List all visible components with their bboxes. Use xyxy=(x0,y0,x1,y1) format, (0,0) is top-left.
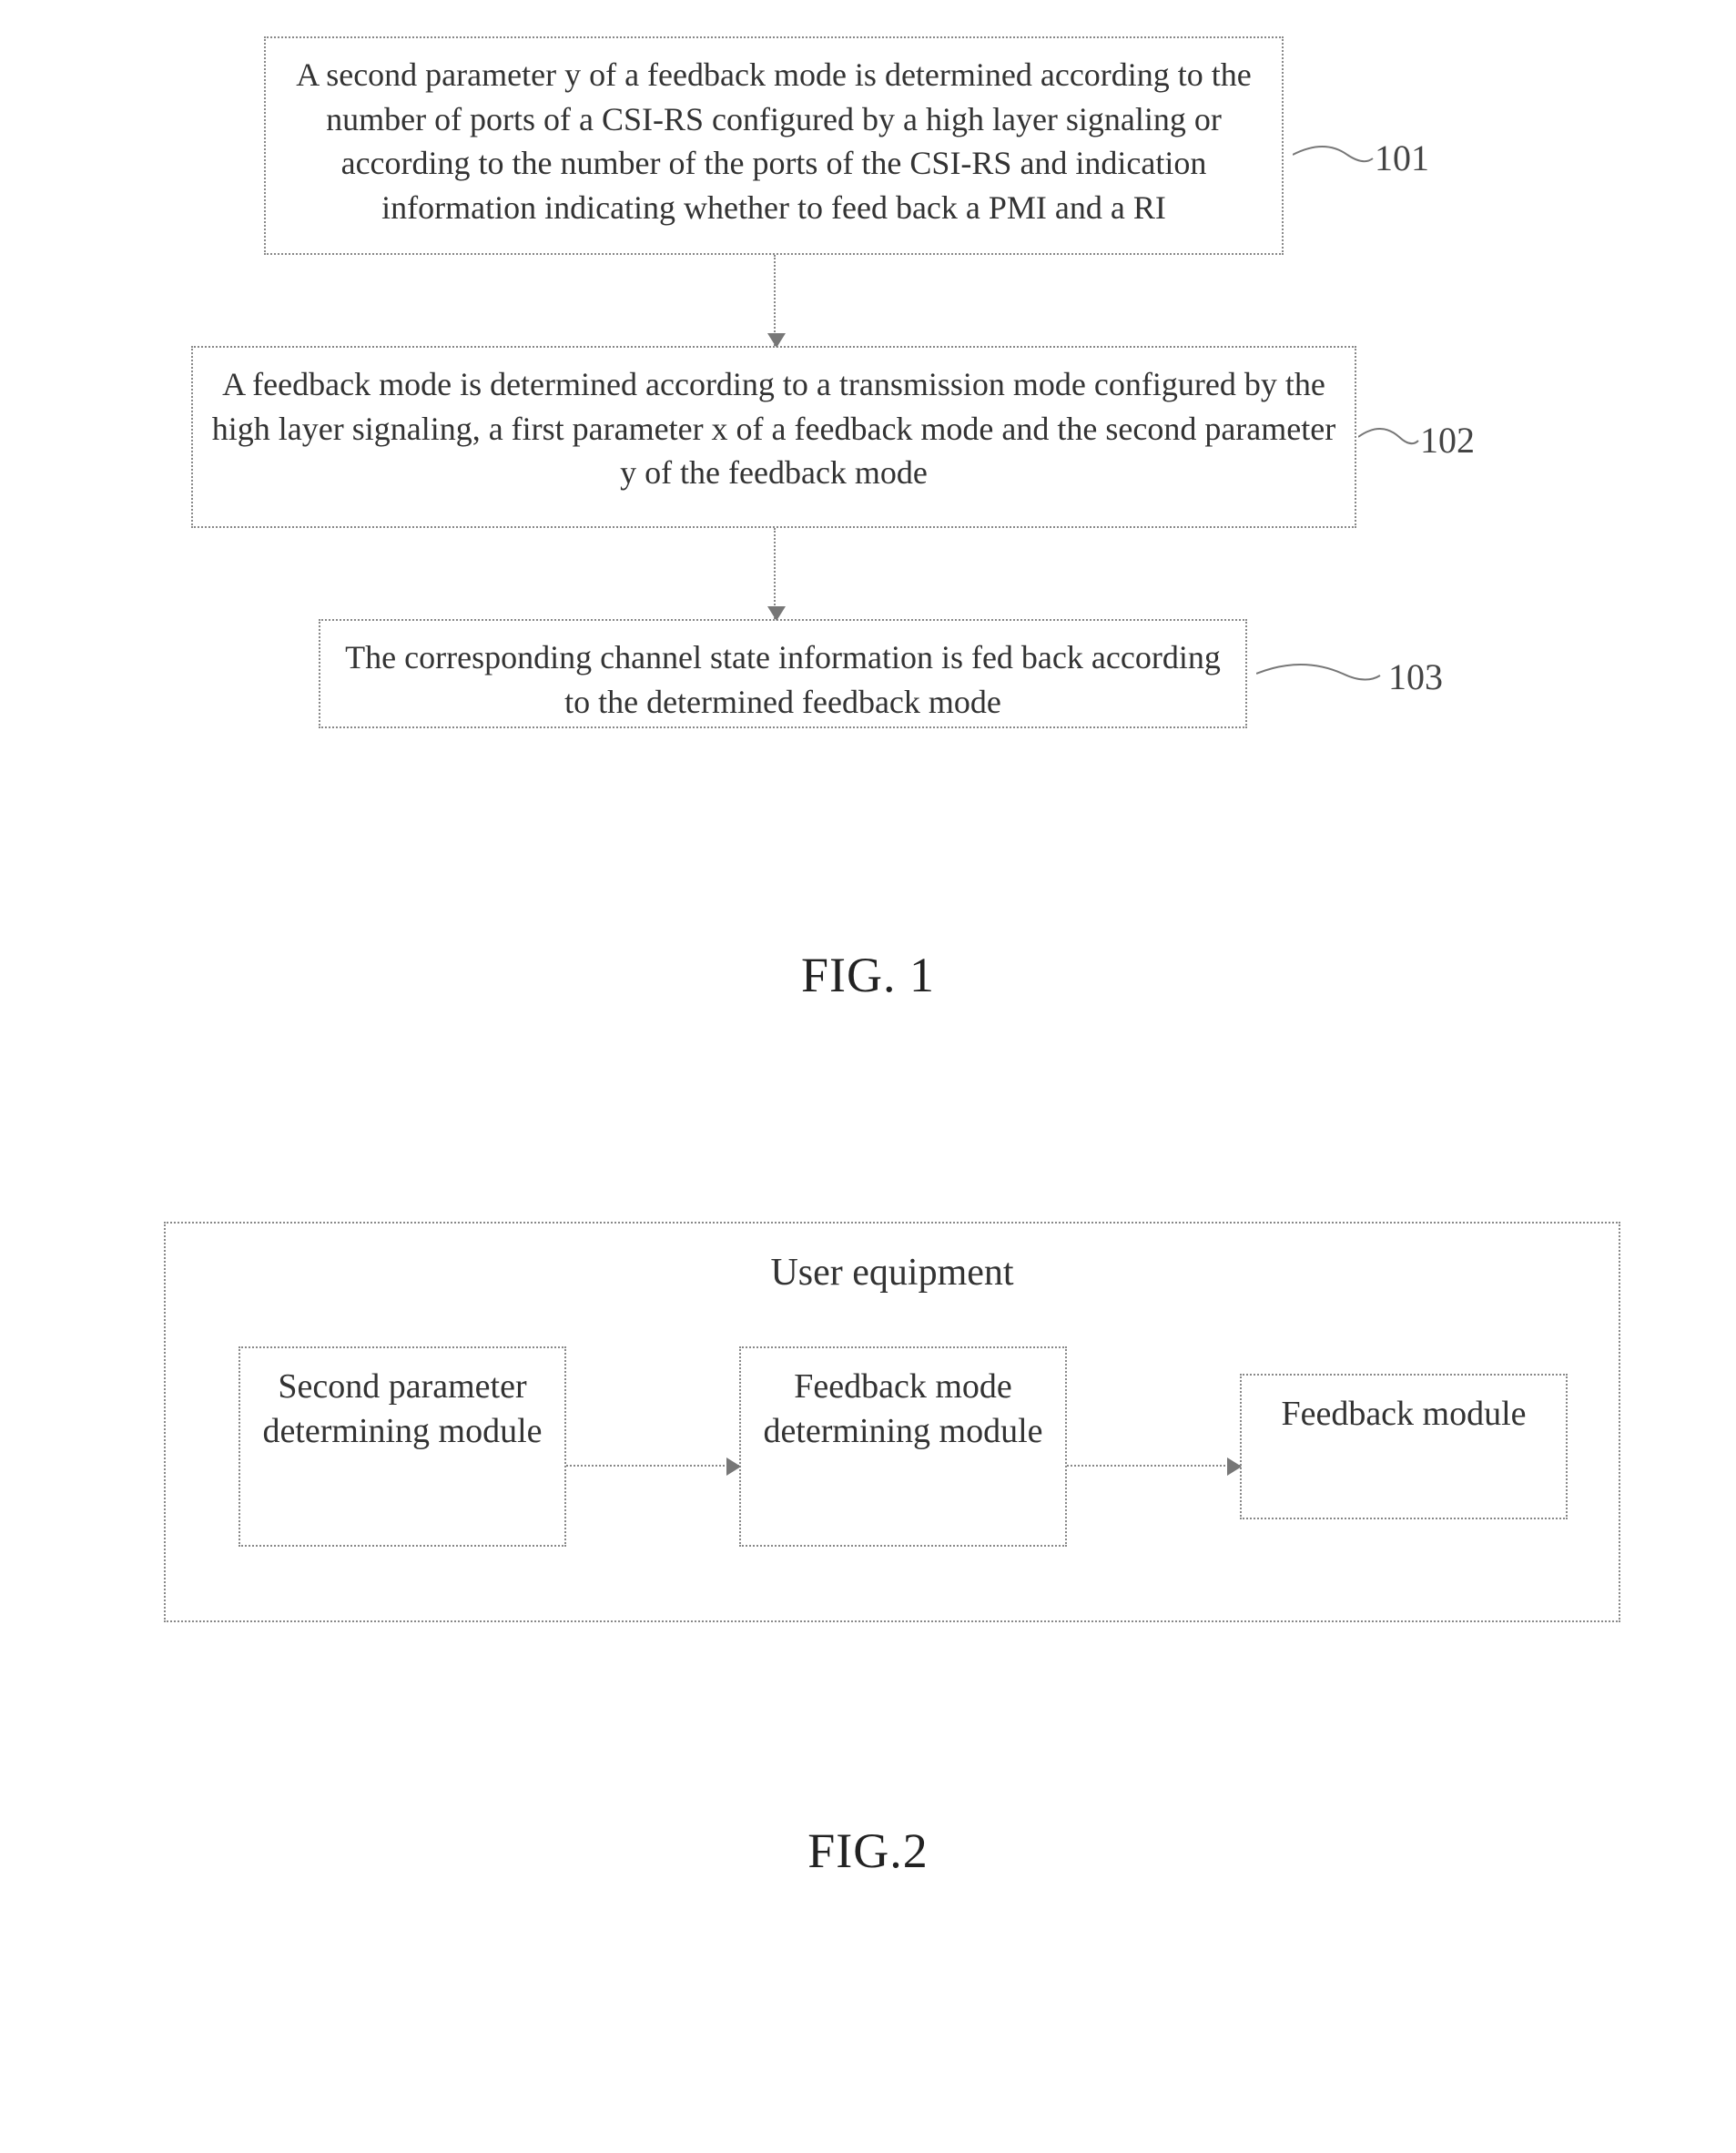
fig1-step2-swoop xyxy=(1358,426,1422,462)
figure-2: User equipment Second parameter determin… xyxy=(0,1222,1736,1879)
fig1-step3-box: The corresponding channel state informat… xyxy=(319,619,1247,728)
fig1-step3-swoop xyxy=(1256,663,1384,699)
module-row: Second parameter determining module Feed… xyxy=(166,1346,1619,1574)
feedback-module: Feedback module xyxy=(1240,1374,1568,1519)
fig1-step3-ref: 103 xyxy=(1388,655,1443,698)
page-root: A second parameter y of a feedback mode … xyxy=(0,36,1736,1879)
fig1-step1-box: A second parameter y of a feedback mode … xyxy=(264,36,1284,255)
fig2-area: User equipment Second parameter determin… xyxy=(164,1222,1620,1659)
fig2-arrow-1 xyxy=(566,1465,739,1467)
fig1-arrow-2 xyxy=(774,528,776,619)
fig1-step2-box: A feedback mode is determined according … xyxy=(191,346,1356,528)
user-equipment-box: User equipment Second parameter determin… xyxy=(164,1222,1620,1622)
fig1-step1-ref: 101 xyxy=(1375,137,1429,179)
fig2-arrow-2 xyxy=(1067,1465,1240,1467)
fig1-step2-ref: 102 xyxy=(1420,419,1475,462)
fig1-arrow-1 xyxy=(774,255,776,346)
fig1-caption: FIG. 1 xyxy=(0,947,1736,1003)
figure-1: A second parameter y of a feedback mode … xyxy=(0,36,1736,1003)
fig2-caption: FIG.2 xyxy=(0,1823,1736,1879)
feedback-mode-module: Feedback mode determining module xyxy=(739,1346,1067,1547)
fig1-step1-swoop xyxy=(1293,144,1375,180)
fig1-flow-area: A second parameter y of a feedback mode … xyxy=(228,36,1502,783)
second-parameter-module: Second parameter determining module xyxy=(239,1346,566,1547)
user-equipment-title: User equipment xyxy=(166,1251,1619,1295)
